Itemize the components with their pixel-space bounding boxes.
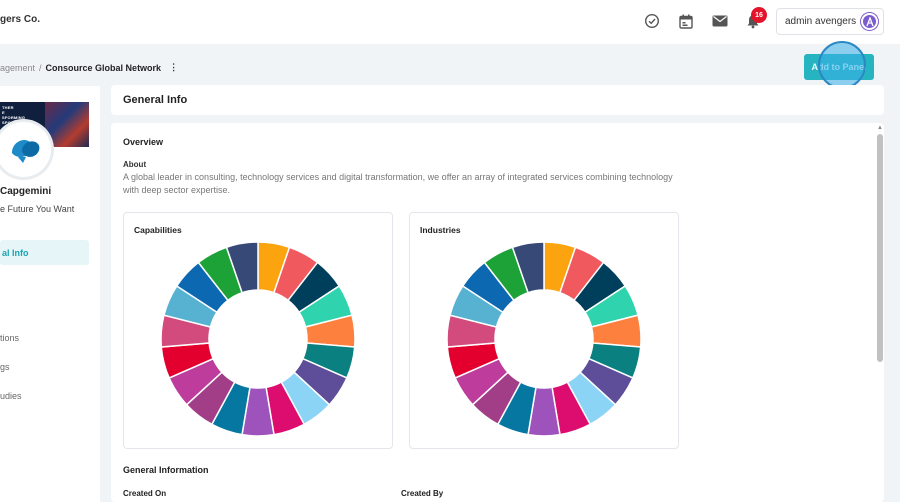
- breadcrumb-current: Consource Global Network: [45, 62, 162, 73]
- about-text: A global leader in consulting, technolog…: [123, 172, 673, 195]
- created-on-label: Created On: [123, 489, 167, 498]
- sidebar-item-general-info[interactable]: al Info: [0, 240, 89, 265]
- industries-segment-18[interactable]: [511, 241, 545, 294]
- overview-title: Overview: [123, 137, 164, 147]
- general-info-header: General Info: [111, 85, 884, 115]
- envelope-icon[interactable]: [711, 12, 729, 30]
- page-title: General Info: [123, 94, 188, 106]
- created-by-label: Created By: [401, 489, 444, 498]
- industries-card: Industries: [409, 212, 679, 449]
- top-bar: gers Co. 16 admin avengers: [0, 0, 900, 44]
- add-to-panel-button[interactable]: Add to Panel: [804, 54, 874, 80]
- breadcrumb: agement / Consource Global Network ⋮: [0, 62, 178, 73]
- breadcrumb-parent[interactable]: agement: [0, 62, 36, 73]
- avatar: [861, 13, 879, 30]
- industries-donut: [446, 241, 642, 437]
- company-name: Capgemini: [0, 186, 52, 197]
- check-circle-icon[interactable]: [643, 12, 661, 30]
- calendar-icon[interactable]: [677, 12, 695, 30]
- capabilities-title: Capabilities: [134, 225, 182, 235]
- kebab-menu-icon[interactable]: ⋮: [169, 62, 179, 72]
- sidebar-item-1[interactable]: tions: [0, 333, 20, 343]
- capabilities-card: Capabilities: [123, 212, 393, 449]
- brand-name: gers Co.: [0, 14, 41, 25]
- capabilities-segment-18[interactable]: [225, 241, 259, 294]
- banner-image: [45, 102, 89, 147]
- capabilities-donut: [160, 241, 356, 437]
- general-information-title: General Information: [123, 465, 209, 475]
- industries-title: Industries: [420, 225, 461, 235]
- caret-up-icon[interactable]: ▲: [877, 125, 883, 131]
- company-tagline: e Future You Want: [0, 204, 75, 214]
- about-label: About: [123, 160, 147, 169]
- sidebar-item-2[interactable]: gs: [0, 362, 10, 372]
- content-card: Overview About A global leader in consul…: [111, 123, 884, 502]
- user-menu[interactable]: admin avengers: [776, 8, 884, 35]
- banner-text: THER E SFORMING SPORT: [2, 105, 26, 125]
- breadcrumb-separator: /: [39, 62, 42, 73]
- notification-badge: 16: [751, 7, 767, 23]
- capgemini-spade-logo: [0, 122, 51, 177]
- scrollbar-thumb[interactable]: [877, 134, 883, 362]
- user-name: admin avengers: [785, 16, 857, 27]
- sidebar-item-3[interactable]: udies: [0, 391, 22, 401]
